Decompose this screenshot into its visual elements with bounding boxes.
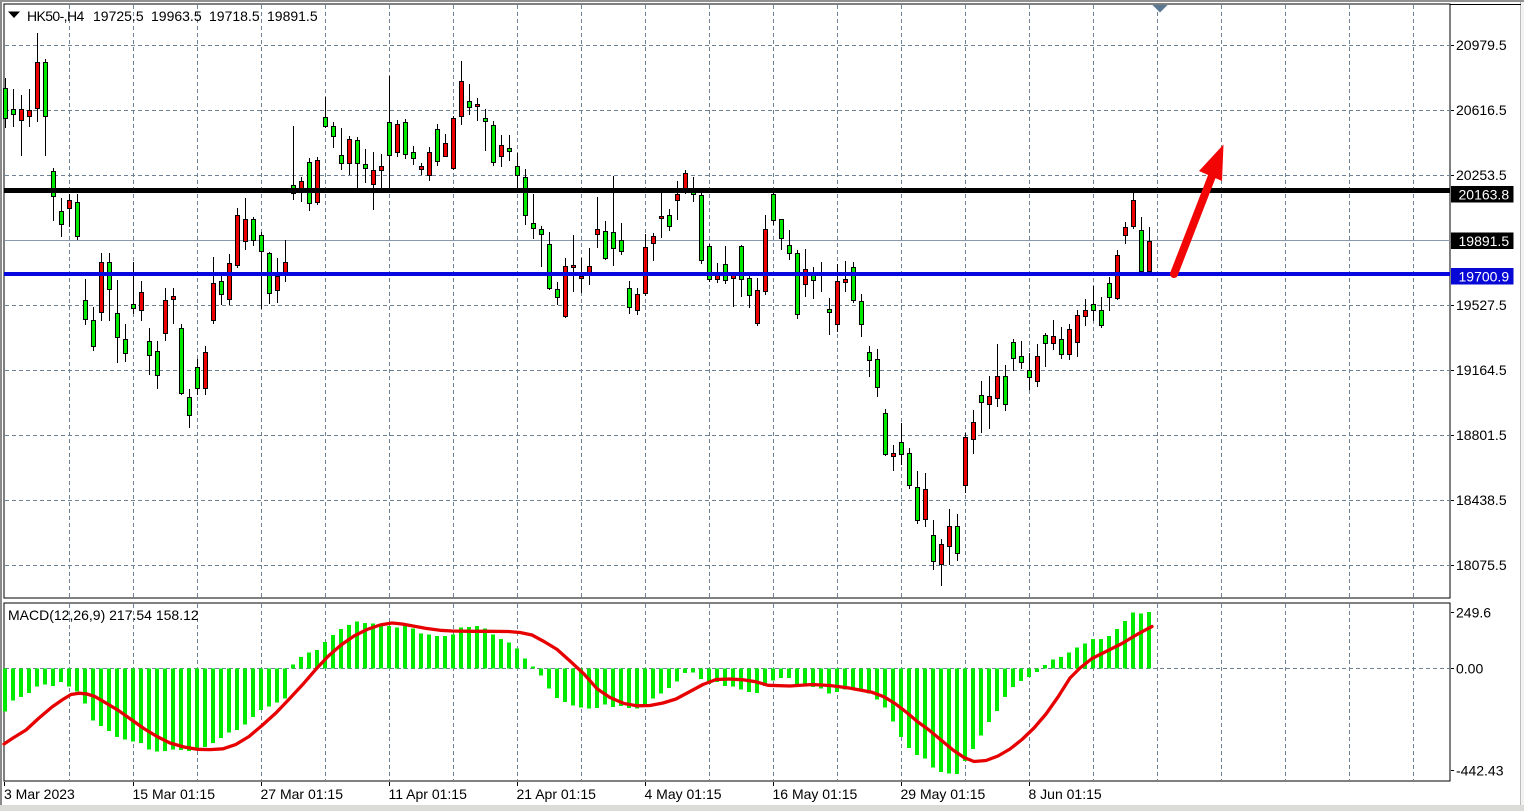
svg-text:3 Mar 2023: 3 Mar 2023: [4, 786, 75, 802]
svg-text:20616.5: 20616.5: [1456, 102, 1507, 118]
svg-text:19963.5: 19963.5: [151, 8, 202, 24]
svg-text:19164.5: 19164.5: [1456, 362, 1507, 378]
svg-text:18075.5: 18075.5: [1456, 557, 1507, 573]
svg-text:16 May 01:15: 16 May 01:15: [773, 786, 858, 802]
svg-text:18801.5: 18801.5: [1456, 427, 1507, 443]
svg-text:20979.5: 20979.5: [1456, 37, 1507, 53]
svg-text:15 Mar 01:15: 15 Mar 01:15: [133, 786, 216, 802]
svg-text:19725.5: 19725.5: [93, 8, 144, 24]
svg-text:11 Apr 01:15: 11 Apr 01:15: [389, 786, 468, 802]
svg-text:19891.5: 19891.5: [1459, 233, 1510, 249]
svg-text:18438.5: 18438.5: [1456, 492, 1507, 508]
svg-text:0.00: 0.00: [1456, 661, 1483, 677]
svg-text:4 May 01:15: 4 May 01:15: [645, 786, 722, 802]
svg-text:HK50-,H4: HK50-,H4: [27, 8, 84, 24]
svg-text:249.6: 249.6: [1456, 605, 1491, 621]
svg-text:21 Apr 01:15: 21 Apr 01:15: [517, 786, 597, 802]
svg-text:20253.5: 20253.5: [1456, 167, 1507, 183]
svg-text:20163.8: 20163.8: [1459, 187, 1510, 203]
svg-text:19718.5: 19718.5: [209, 8, 260, 24]
svg-text:-442.43: -442.43: [1456, 763, 1504, 779]
svg-text:19700.9: 19700.9: [1459, 269, 1510, 285]
svg-text:27 Mar 01:15: 27 Mar 01:15: [261, 786, 344, 802]
svg-text:8 Jun 01:15: 8 Jun 01:15: [1029, 786, 1102, 802]
svg-text:29 May 01:15: 29 May 01:15: [901, 786, 986, 802]
svg-text:19891.5: 19891.5: [267, 8, 318, 24]
svg-text:19527.5: 19527.5: [1456, 297, 1507, 313]
svg-text:MACD(12,26,9) 217.54 158.12: MACD(12,26,9) 217.54 158.12: [8, 607, 199, 623]
